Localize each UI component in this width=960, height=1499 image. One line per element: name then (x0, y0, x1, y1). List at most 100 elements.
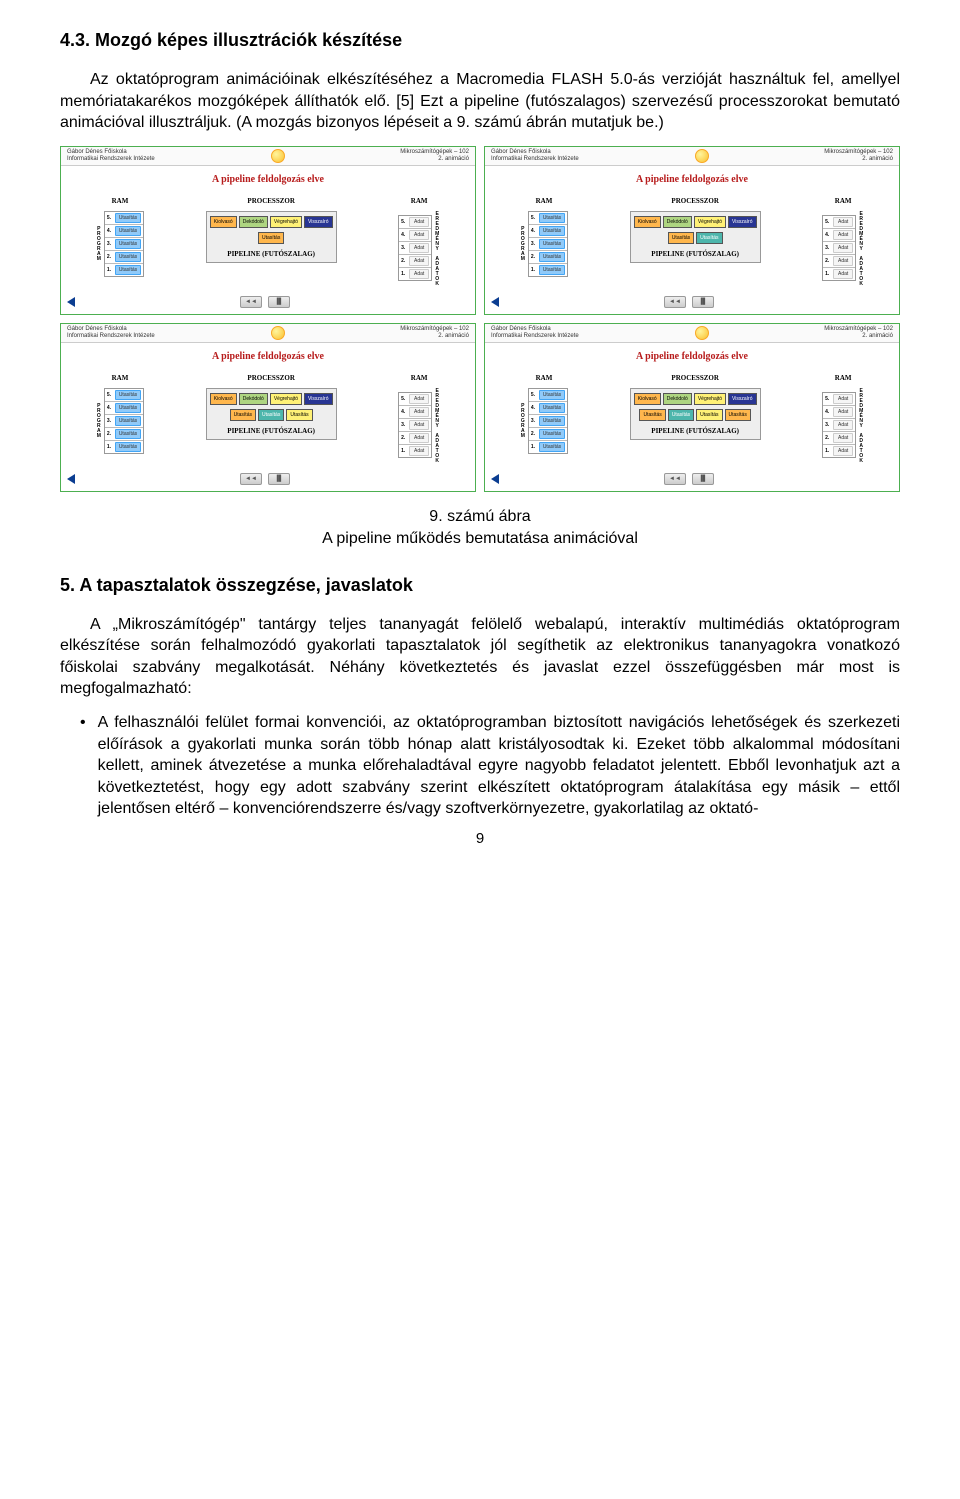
stack-row: 5. Utasítás (105, 212, 143, 225)
rewind-button[interactable]: ◄◄ (664, 473, 686, 485)
pipeline-stage: Kiolvasó (634, 393, 661, 405)
stack-chip: Utasítás (539, 226, 565, 236)
processor-caption: PIPELINE (FUTÓSZALAG) (651, 427, 739, 435)
stack-row: 2. Adat (399, 255, 431, 268)
ram-label: RAM (536, 374, 553, 382)
ram-left-col: RAM PROGRAM 5. Utasítás 4. Utasítás 3. U… (520, 374, 568, 454)
stack-num: 3. (825, 245, 831, 251)
stack-row: 2. Adat (823, 255, 855, 268)
globe-icon (695, 326, 709, 340)
processor-label: PROCESSZOR (247, 197, 294, 205)
figure-caption-line1: 9. számú ábra (429, 508, 530, 525)
header-left: Gábor Dénes FőiskolaInformatikai Rendsze… (491, 326, 579, 339)
stack-num: 3. (107, 418, 113, 424)
pipeline-stage: Dekódoló (239, 393, 268, 405)
processor-caption: PIPELINE (FUTÓSZALAG) (227, 250, 315, 258)
pipeline-stage: Kiolvasó (210, 393, 237, 405)
stack-row: 2. Adat (399, 432, 431, 445)
panel-body: RAM PROGRAM 5. Utasítás 4. Utasítás 3. U… (61, 370, 475, 469)
animation-panel: Gábor Dénes FőiskolaInformatikai Rendsze… (60, 146, 476, 315)
pause-button[interactable]: ▐▌ (268, 473, 290, 485)
ram-label: RAM (835, 197, 852, 205)
stack-chip: Adat (833, 256, 853, 266)
side-label: EREDMÉNY ADATOK (434, 388, 440, 463)
stack-num: 1. (401, 271, 407, 277)
bullet-item: • A felhasználói felület formai konvenci… (80, 712, 900, 820)
processor-label: PROCESSZOR (671, 197, 718, 205)
pipeline-stage: Visszaíró (728, 216, 756, 228)
stack-num: 4. (107, 228, 113, 234)
stack-num: 4. (825, 232, 831, 238)
stack-row: 4. Adat (823, 406, 855, 419)
stack-chip: Utasítás (115, 442, 141, 452)
pause-button[interactable]: ▐▌ (692, 473, 714, 485)
stack-chip: Utasítás (115, 226, 141, 236)
pipeline-item: Utasítás (230, 409, 256, 421)
stack-row: 4. Utasítás (529, 402, 567, 415)
stack-chip: Adat (833, 433, 853, 443)
stack-row: 1. Utasítás (529, 264, 567, 276)
pipeline-item: Utasítás (639, 409, 665, 421)
pipeline-item: Utasítás (668, 232, 694, 244)
stack-chip: Utasítás (539, 239, 565, 249)
stack-row: 1. Adat (399, 268, 431, 280)
stack-num: 2. (107, 431, 113, 437)
pause-button[interactable]: ▐▌ (268, 296, 290, 308)
stack-chip: Utasítás (115, 213, 141, 223)
stack-chip: Utasítás (115, 416, 141, 426)
section-5-paragraph: A „Mikroszámítógép" tantárgy teljes tana… (60, 614, 900, 700)
stack-chip: Adat (409, 446, 429, 456)
stack-num: 1. (825, 448, 831, 454)
stack-row: 3. Utasítás (105, 415, 143, 428)
ram-right-col: RAM 5. Adat 4. Adat 3. Adat 2. Adat 1. A… (398, 197, 440, 286)
panel-header: Gábor Dénes FőiskolaInformatikai Rendsze… (61, 324, 475, 343)
stack-num: 1. (531, 267, 537, 273)
pipeline-stage: Dekódoló (663, 393, 692, 405)
stack: 5. Adat 4. Adat 3. Adat 2. Adat 1. Adat (398, 392, 432, 458)
stack-chip: Adat (409, 230, 429, 240)
rewind-button[interactable]: ◄◄ (664, 296, 686, 308)
stack-row: 1. Adat (823, 268, 855, 280)
panel-footer: ◄◄ ▐▌ (61, 292, 475, 314)
panel-header: Gábor Dénes FőiskolaInformatikai Rendsze… (485, 324, 899, 343)
stack-num: 3. (531, 418, 537, 424)
panel-header: Gábor Dénes FőiskolaInformatikai Rendsze… (485, 147, 899, 166)
stack-chip: Adat (833, 230, 853, 240)
stack-chip: Adat (409, 433, 429, 443)
stack-row: 3. Adat (823, 419, 855, 432)
stack-row: 4. Adat (399, 229, 431, 242)
stack-num: 4. (401, 232, 407, 238)
stack-row: 3. Utasítás (529, 415, 567, 428)
figure-caption: 9. számú ábra A pipeline működés bemutat… (60, 506, 900, 551)
figure-caption-line2: A pipeline működés bemutatása animációva… (322, 530, 638, 547)
stack-num: 4. (531, 228, 537, 234)
pipeline-item: Utasítás (286, 409, 312, 421)
processor-caption: PIPELINE (FUTÓSZALAG) (651, 250, 739, 258)
stack-row: 5. Utasítás (105, 389, 143, 402)
section-4-3-heading: 4.3. Mozgó képes illusztrációk készítése (60, 30, 900, 51)
rewind-button[interactable]: ◄◄ (240, 473, 262, 485)
stack-row: 4. Adat (399, 406, 431, 419)
side-label: EREDMÉNY ADATOK (858, 211, 864, 286)
stack-row: 5. Utasítás (529, 212, 567, 225)
pipeline-item: Utasítás (258, 409, 284, 421)
stack-chip: Adat (833, 407, 853, 417)
header-right: Mikroszámítógépek – 1022. animáció (824, 149, 893, 162)
panel-title: A pipeline feldolgozás elve (485, 166, 899, 193)
rewind-button[interactable]: ◄◄ (240, 296, 262, 308)
ram-label: RAM (536, 197, 553, 205)
stack-chip: Utasítás (539, 442, 565, 452)
stack: 5. Utasítás 4. Utasítás 3. Utasítás 2. U… (528, 388, 568, 454)
stack-num: 3. (531, 241, 537, 247)
ram-label: RAM (411, 374, 428, 382)
stack-num: 3. (107, 241, 113, 247)
pipeline-item: Utasítás (696, 409, 722, 421)
pause-button[interactable]: ▐▌ (692, 296, 714, 308)
stack-num: 1. (531, 444, 537, 450)
stack-row: 5. Utasítás (529, 389, 567, 402)
stack: 5. Adat 4. Adat 3. Adat 2. Adat 1. Adat (398, 215, 432, 281)
side-label: EREDMÉNY ADATOK (858, 388, 864, 463)
items-row: UtasításUtasítás (668, 232, 723, 244)
ram-box: PROGRAM 5. Utasítás 4. Utasítás 3. Utasí… (96, 211, 144, 277)
animation-panel: Gábor Dénes FőiskolaInformatikai Rendsze… (484, 323, 900, 492)
